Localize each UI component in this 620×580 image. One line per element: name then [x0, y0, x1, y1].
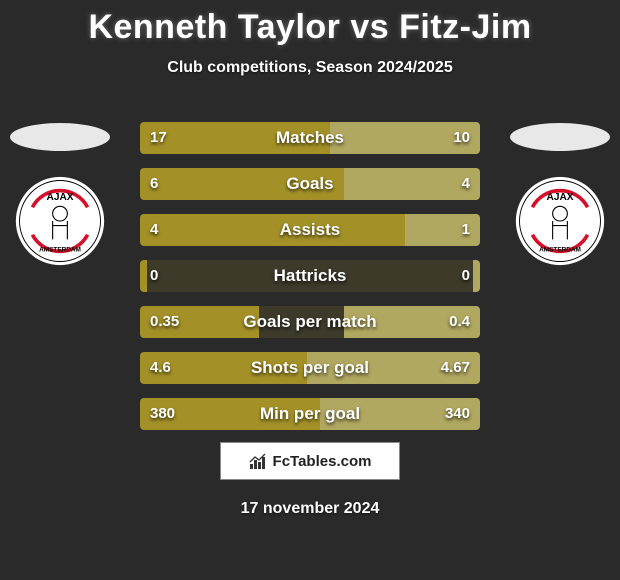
- stat-value-right: 0: [462, 260, 470, 292]
- club-badge-left: AJAX AMSTERDAM: [14, 175, 106, 267]
- stat-label: Hattricks: [140, 260, 480, 292]
- stat-bar-right: [473, 260, 480, 292]
- stat-row: Min per goal380340: [140, 398, 480, 430]
- stat-row: Goals per match0.350.4: [140, 306, 480, 338]
- stat-row: Goals64: [140, 168, 480, 200]
- stat-bar-right: [344, 306, 480, 338]
- watermark-badge: FcTables.com: [220, 442, 400, 480]
- stat-bar-left: [140, 398, 320, 430]
- subtitle: Club competitions, Season 2024/2025: [0, 59, 620, 77]
- svg-text:AMSTERDAM: AMSTERDAM: [539, 246, 581, 253]
- player-avatar-left: [10, 123, 110, 151]
- svg-text:AJAX: AJAX: [47, 192, 74, 203]
- svg-text:AJAX: AJAX: [547, 192, 574, 203]
- club-badge-right: AJAX AMSTERDAM: [514, 175, 606, 267]
- ajax-badge-icon: AJAX AMSTERDAM: [14, 175, 106, 267]
- stat-bar-right: [307, 352, 480, 384]
- stat-bar-left: [140, 352, 307, 384]
- stat-value-left: 0: [150, 260, 158, 292]
- stat-bar-right: [320, 398, 480, 430]
- stats-container: Matches1710 Goals64 Assists41 Hattricks0 0 Go…: [140, 122, 480, 444]
- page-title: Kenneth Taylor vs Fitz-Jim: [0, 0, 620, 47]
- ajax-badge-icon: AJAX AMSTERDAM: [514, 175, 606, 267]
- chart-icon: [249, 452, 269, 470]
- watermark-text: FcTables.com: [273, 453, 372, 470]
- stat-bar-left: [140, 122, 330, 154]
- stat-bar-right: [405, 214, 480, 246]
- svg-text:AMSTERDAM: AMSTERDAM: [39, 246, 81, 253]
- stat-bar-right: [330, 122, 480, 154]
- stat-row: Hattricks0 0: [140, 260, 480, 292]
- stat-bar-left: [140, 260, 147, 292]
- stat-bar-left: [140, 168, 344, 200]
- stat-bar-left: [140, 306, 259, 338]
- stat-row: Shots per goal4.64.67: [140, 352, 480, 384]
- stat-bar-left: [140, 214, 405, 246]
- stat-bar-right: [344, 168, 480, 200]
- stat-row: Matches1710: [140, 122, 480, 154]
- date-label: 17 november 2024: [0, 500, 620, 518]
- stat-row: Assists41: [140, 214, 480, 246]
- player-avatar-right: [510, 123, 610, 151]
